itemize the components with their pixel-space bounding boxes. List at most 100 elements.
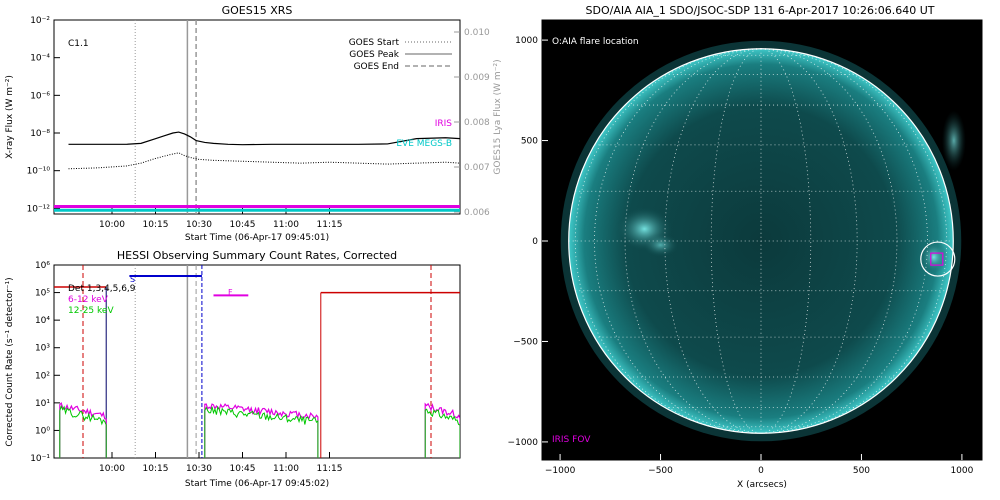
hessi-xlabel: Start Time (06-Apr-17 09:45:02) <box>185 479 329 489</box>
goes-instrument-bars <box>54 204 460 212</box>
aia-panel: SDO/AIA AIA_1 SDO/JSOC-SDP 131 6-Apr-201… <box>508 4 983 490</box>
aia-image <box>560 40 966 442</box>
goes-y-tick-label: 10⁻² <box>30 16 50 26</box>
aia-x-tick-label: 0 <box>758 466 764 476</box>
goes-y-tick-label: 10⁻¹² <box>27 204 51 214</box>
aia-title: SDO/AIA AIA_1 SDO/JSOC-SDP 131 6-Apr-201… <box>586 4 935 17</box>
goes-ylabel-right: GOES15 Lya Flux (W m⁻²) <box>493 59 503 174</box>
hessi-hi-energy-segment <box>204 405 319 458</box>
hessi-hi-energy-segment <box>59 405 107 458</box>
hessi-series <box>54 265 460 458</box>
aia-y-tick-label: −1000 <box>508 438 539 448</box>
hessi-x-axis: 10:00 10:15 10:30 10:45 11:00 11:15 <box>99 452 342 474</box>
goes-time-markers <box>134 20 197 214</box>
goes-plot-frame <box>53 19 461 215</box>
hessi-lo-energy-segment <box>424 402 460 458</box>
goes-y-right-tick-label: 0.006 <box>464 208 490 218</box>
hessi-legend-lo: 6-12 keV <box>68 295 109 305</box>
hessi-ylabel: Corrected Count Rate (s⁻¹ detector⁻¹) <box>5 277 15 446</box>
goes-xlabel: Start Time (06-Apr-17 09:45:01) <box>185 233 329 243</box>
hessi-lo-energy-segment <box>204 403 319 458</box>
hessi-y-tick-label: 10⁰ <box>35 426 50 436</box>
aia-x-tick-label: 1000 <box>950 466 973 476</box>
iris-fov-box <box>930 252 944 266</box>
aia-x-tick-label: 500 <box>853 466 870 476</box>
goes-legend-label: GOES End <box>354 62 399 72</box>
hessi-lo-energy-segment <box>59 402 107 458</box>
hessi-x-tick-label: 10:00 <box>99 464 125 474</box>
goes-legend-label: GOES Peak <box>349 50 399 60</box>
aia-longitude-line <box>760 48 948 434</box>
eve-label: EVE MEGS-B <box>396 139 452 149</box>
aia-y-tick-label: 500 <box>521 137 538 147</box>
goes-series-line <box>68 131 460 146</box>
goes-x-tick-label: 11:15 <box>317 220 343 230</box>
goes-y-tick-label: 10⁻⁸ <box>30 129 50 139</box>
goes-y-right-tick-label: 0.007 <box>464 163 490 173</box>
hessi-plot-frame <box>53 264 461 459</box>
goes-x-tick-label: 10:45 <box>230 220 256 230</box>
goes-y-axis: 10⁻¹² 10⁻¹⁰ 10⁻⁸ 10⁻⁶ 10⁻⁴ 10⁻² <box>27 16 60 214</box>
goes-y-tick-label: 10⁻⁴ <box>30 54 50 64</box>
goes-xrs-panel: GOES15 XRS 10⁻¹² 10⁻¹⁰ 10⁻⁸ 10⁻⁶ 10⁻⁴ 10⁻² 0.… <box>5 4 503 243</box>
aia-y-axis: −1000 −500 0 500 1000 <box>508 36 548 448</box>
hessi-legend-hi: 12-25 keV <box>68 306 114 316</box>
aia-flare-location-circle <box>920 241 956 277</box>
goes-ylabel: X-ray Flux (W m⁻²) <box>5 75 15 159</box>
hessi-x-tick-label: 11:15 <box>317 464 343 474</box>
goes-x-tick-label: 10:15 <box>143 220 169 230</box>
hessi-y-tick-label: 10³ <box>35 344 50 354</box>
iris-fov-label: IRIS FOV <box>552 435 591 445</box>
hessi-y-tick-label: 10² <box>35 371 50 381</box>
goes-flare-class: C1.1 <box>68 39 89 49</box>
aia-y-tick-label: 0 <box>532 237 538 247</box>
aia-longitude-line <box>760 48 858 434</box>
hessi-y-tick-label: 10⁻¹ <box>30 454 50 464</box>
hessi-f-annotation: F <box>228 288 233 297</box>
aia-longitude-line <box>574 48 761 434</box>
goes-y-tick-label: 10⁻¹⁰ <box>27 167 51 177</box>
hessi-x-tick-label: 10:15 <box>143 464 169 474</box>
hessi-title: HESSI Observing Summary Count Rates, Cor… <box>117 249 397 262</box>
aia-longitude-line <box>760 48 812 434</box>
hessi-hi-energy-segment <box>424 408 460 458</box>
aia-x-tick-label: −1000 <box>545 466 576 476</box>
goes-y-tick-label: 10⁻⁶ <box>30 91 50 101</box>
hessi-y-tick-label: 10⁴ <box>35 316 50 326</box>
aia-y-tick-label: −500 <box>513 337 538 347</box>
hessi-x-tick-label: 10:45 <box>230 464 256 474</box>
hessi-y-tick-label: 10¹ <box>35 399 50 409</box>
aia-frame <box>541 19 983 461</box>
aia-limb-brightening <box>941 110 966 171</box>
goes-legend-label: GOES Start <box>349 38 400 48</box>
goes-y-axis-right: 0.006 0.007 0.008 0.009 0.010 <box>454 28 490 218</box>
goes-x-tick-label: 10:30 <box>186 220 212 230</box>
hessi-y-axis: 10⁻¹ 10⁰ 10¹ 10² 10³ 10⁴ 10⁵ 10⁶ <box>30 261 60 464</box>
aia-xlabel: X (arcsecs) <box>737 480 787 490</box>
hessi-y-tick-label: 10⁶ <box>35 261 50 271</box>
goes-x-tick-label: 10:00 <box>99 220 125 230</box>
goes-legend: GOES Start GOES Peak GOES End <box>349 38 452 72</box>
hessi-x-tick-label: 11:00 <box>273 464 299 474</box>
iris-label: IRIS <box>435 119 453 129</box>
goes-title: GOES15 XRS <box>222 4 293 17</box>
hessi-x-tick-label: 10:30 <box>186 464 212 474</box>
hessi-panel: HESSI Observing Summary Count Rates, Cor… <box>5 249 461 489</box>
hessi-y-tick-label: 10⁵ <box>35 289 50 299</box>
goes-series-line <box>68 152 460 170</box>
aia-longitude-line <box>760 48 898 434</box>
aia-longitude-line <box>624 48 761 434</box>
goes-x-tick-label: 11:00 <box>273 220 299 230</box>
aia-y-tick-label: 1000 <box>515 36 538 46</box>
aia-x-tick-label: −500 <box>648 466 673 476</box>
aia-active-region <box>642 233 679 258</box>
goes-series <box>68 131 460 170</box>
aia-flare-location-annotation: O:AIA flare location <box>552 37 639 47</box>
goes-y-right-tick-label: 0.010 <box>464 28 490 38</box>
goes-x-axis: 10:00 10:15 10:30 10:45 11:00 11:15 <box>99 208 342 230</box>
aia-x-axis: −1000 −500 0 500 1000 <box>545 454 974 476</box>
goes-y-right-tick-label: 0.008 <box>464 118 490 128</box>
aia-limb-circle <box>568 48 954 434</box>
aia-longitude-line <box>710 48 761 434</box>
